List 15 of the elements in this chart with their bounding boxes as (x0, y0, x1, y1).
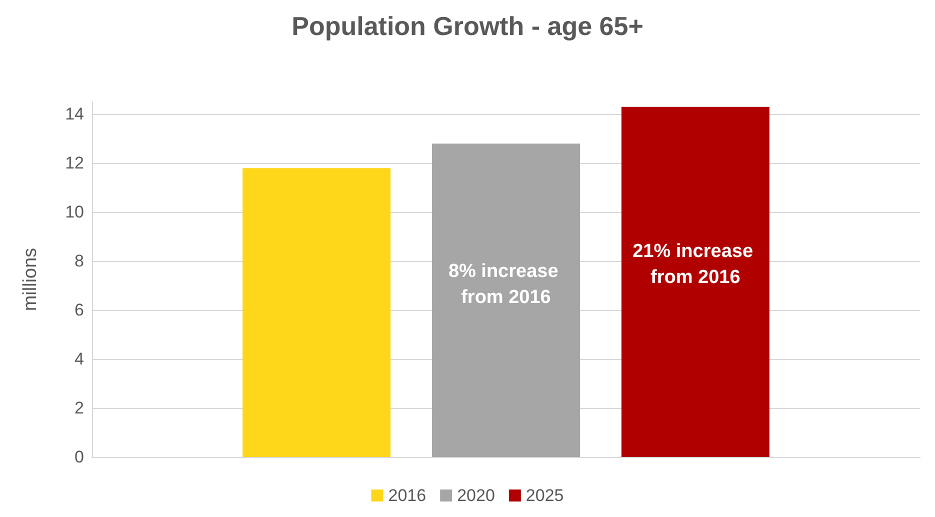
y-tick-label: 8 (74, 252, 84, 271)
annotation: 8% increase from 2016 (448, 261, 564, 308)
legend-label: 2025 (526, 486, 564, 505)
y-axis-title: millions (20, 248, 41, 312)
y-tick-label: 12 (65, 154, 84, 173)
y-tick-label: 2 (74, 398, 84, 418)
legend-label: 2020 (457, 486, 495, 505)
chart-title: Population Growth - age 65+ (292, 11, 644, 41)
y-tick-label: 6 (74, 300, 84, 320)
y-tick-label: 10 (65, 202, 84, 222)
annotation: 21% increase from 2016 (632, 240, 758, 288)
y-tick-label: 14 (65, 104, 84, 124)
y-tick-label: 4 (74, 350, 84, 369)
y-tick-label: 0 (74, 448, 84, 466)
legend-label: 2016 (388, 486, 426, 505)
